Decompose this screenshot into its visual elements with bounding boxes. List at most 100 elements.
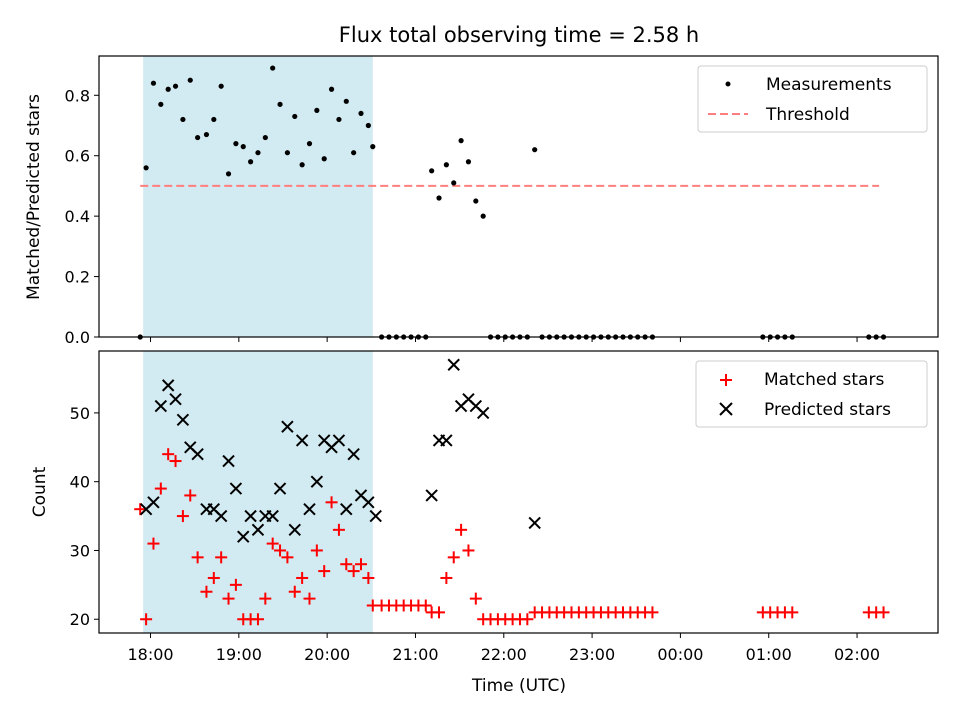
- matched-star-point: [200, 585, 213, 598]
- matched-star-point: [462, 544, 475, 557]
- predicted-star-point: [476, 406, 490, 420]
- measurement-point: [292, 113, 298, 120]
- matched-star-point: [147, 537, 160, 550]
- measurement-point: [262, 134, 268, 141]
- y-tick-label: 0.8: [65, 86, 90, 105]
- legend-predicted-marker: [719, 402, 733, 416]
- x-tick-label: 20:00: [304, 645, 350, 664]
- y-tick-label: 20: [70, 610, 90, 629]
- predicted-star-point: [347, 447, 360, 461]
- measurement-point: [532, 147, 538, 153]
- matched-star-point: [288, 585, 301, 598]
- measurement-point: [343, 98, 349, 104]
- measurement-point: [187, 77, 193, 83]
- measurement-point: [255, 150, 261, 156]
- x-tick-label: 00:00: [657, 645, 703, 664]
- predicted-star-point: [362, 496, 375, 509]
- measurement-point: [351, 150, 357, 156]
- measurement-point: [365, 122, 371, 129]
- predicted-star-point: [273, 482, 287, 495]
- bottom-x-ticks: 18:00 19:00 20:00 21:00 22:00 23:00 00:00 01:00…: [127, 633, 880, 664]
- measurement-point: [436, 195, 442, 201]
- matched-star-point: [447, 551, 460, 564]
- measurement-point: [321, 156, 327, 162]
- predicted-star-point: [288, 523, 301, 537]
- predicted-star-point: [440, 434, 453, 447]
- measurement-point: [314, 107, 320, 113]
- measurement-point: [370, 144, 376, 150]
- predicted-star-point: [447, 358, 460, 371]
- measurement-point: [458, 138, 464, 144]
- matched-star-point: [318, 565, 331, 578]
- predicted-star-point: [251, 523, 265, 537]
- matched-star-point: [169, 455, 182, 468]
- matched-star-point: [521, 613, 534, 626]
- matched-star-point: [266, 537, 279, 550]
- predicted-star-point: [281, 420, 294, 433]
- measurement-point: [473, 198, 479, 204]
- matched-star-point: [433, 606, 446, 619]
- measurement-point: [158, 101, 164, 107]
- measurement-point: [150, 80, 157, 86]
- y-tick-label: 0.2: [65, 268, 90, 287]
- matched-star-point: [340, 558, 353, 571]
- measurement-point: [284, 150, 291, 156]
- measurement-point: [299, 162, 305, 168]
- matched-star-point: [355, 558, 368, 571]
- measurement-point: [240, 144, 246, 150]
- measurement-point: [358, 110, 364, 117]
- bottom-legend: Matched stars Predicted stars: [695, 360, 928, 428]
- measurement-point: [277, 101, 283, 107]
- predicted-star-point: [191, 447, 204, 461]
- x-tick-label: 02:00: [834, 645, 880, 664]
- measurement-point: [218, 83, 224, 89]
- top-plot-frame: [98, 55, 939, 338]
- matched-star-point: [281, 551, 294, 564]
- matched-star-point: [310, 544, 323, 557]
- matched-star-point: [162, 448, 175, 461]
- predicted-star-point: [303, 502, 316, 516]
- matched-star-point: [176, 510, 189, 523]
- x-tick-label: 22:00: [481, 645, 527, 664]
- top-panel: 0.00.20.40.60.8 Matched/Predicted stars …: [24, 55, 939, 347]
- predicted-star-point: [147, 496, 160, 509]
- predicted-star-point: [154, 399, 168, 413]
- predicted-star-point: [161, 379, 175, 392]
- y-tick-label: 30: [70, 541, 90, 560]
- predicted-star-point: [528, 516, 541, 530]
- predicted-star-point: [340, 502, 353, 516]
- matched-star-point: [325, 496, 338, 509]
- matched-star-point: [786, 606, 799, 619]
- matched-star-point: [362, 571, 375, 584]
- legend-predicted-label: Predicted stars: [764, 400, 891, 420]
- matched-star-point: [229, 578, 242, 591]
- y-tick-label: 0.4: [65, 207, 90, 226]
- measurement-point: [165, 86, 171, 92]
- top-y-ticks: 0.0 0.2 0.4 0.6 0.8: [65, 86, 99, 347]
- measurement-point: [211, 116, 217, 123]
- measurement-point: [225, 171, 232, 177]
- x-tick-label: 23:00: [569, 645, 615, 664]
- matched-star-point: [347, 565, 360, 578]
- legend-threshold-label: Threshold: [765, 105, 850, 125]
- matched-star-point: [259, 592, 272, 605]
- matched-star-point: [646, 606, 659, 619]
- measurement-point: [233, 141, 239, 147]
- measurement-point: [429, 168, 435, 174]
- matched-star-point: [303, 592, 316, 605]
- top-legend: Measurements Threshold: [697, 65, 928, 133]
- predicted-star-point: [369, 509, 382, 523]
- x-tick-label: 18:00: [127, 645, 173, 664]
- top-legend-box: [697, 65, 928, 133]
- shaded-observing-window: [143, 56, 373, 337]
- legend-measurements-marker: [725, 81, 731, 87]
- predicted-star-point: [295, 434, 309, 447]
- bottom-legend-box: [695, 360, 928, 428]
- matched-star-point: [440, 571, 453, 584]
- x-tick-label: 01:00: [746, 645, 792, 664]
- measurement-point: [306, 141, 313, 147]
- legend-matched-marker: [720, 374, 732, 386]
- measurement-point: [480, 213, 486, 219]
- matched-stars-points: [134, 448, 890, 626]
